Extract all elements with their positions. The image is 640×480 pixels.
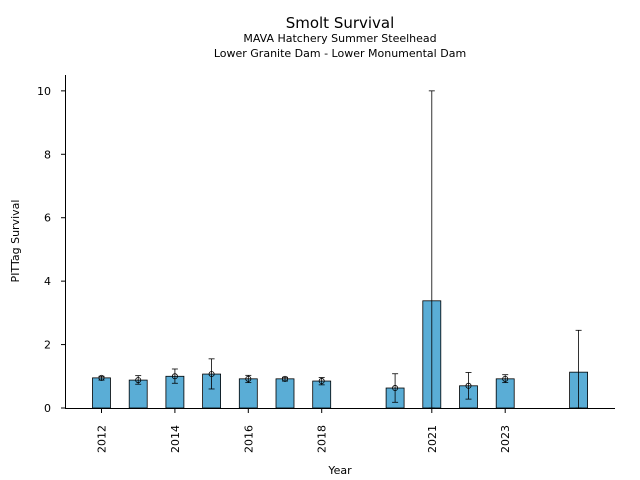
x-tick-label: 2021 (426, 425, 439, 453)
chart-subtitle-line-2: Lower Granite Dam - Lower Monumental Dam (214, 47, 466, 60)
estimate-marker-2017 (281, 375, 288, 382)
errorbar-2018 (318, 377, 325, 386)
estimate-marker-2018 (318, 378, 325, 385)
estimate-marker-2015 (208, 371, 215, 378)
x-axis-label: Year (327, 464, 352, 477)
estimate-marker-2022 (465, 382, 472, 389)
y-tick-label: 2 (44, 339, 51, 352)
errorbar-2022 (465, 372, 472, 400)
x-ticks: 2012 2014 2016 2018 2021 2023 (96, 408, 512, 453)
chart-subtitle-line-1: MAVA Hatchery Summer Steelhead (243, 32, 436, 45)
errorbar-2017 (281, 375, 288, 382)
estimate-marker-2023 (502, 375, 509, 382)
errorbar-2015 (208, 358, 215, 390)
y-tick-label: 10 (37, 85, 51, 98)
estimate-marker-2012 (98, 374, 105, 381)
x-tick-label: 2012 (96, 425, 109, 453)
errorbar-2023 (502, 374, 509, 384)
x-tick-label: 2018 (316, 425, 329, 453)
x-tick-label: 2014 (169, 425, 182, 453)
y-tick-label: 4 (44, 275, 51, 288)
errorbar-2013 (135, 375, 142, 385)
y-tick-label: 8 (44, 148, 51, 161)
y-tick-label: 0 (44, 402, 51, 415)
bar-2012 (92, 377, 111, 409)
errorbar-layer (98, 90, 582, 409)
errorbar-2012 (98, 374, 105, 381)
chart-title: Smolt Survival (286, 14, 395, 32)
y-axis-label: PITTag Survival (9, 200, 22, 283)
estimate-marker-2016 (245, 375, 252, 382)
errorbar-2014 (171, 368, 178, 384)
y-tick-label: 6 (44, 212, 51, 225)
bar-2017 (275, 378, 295, 409)
bar-2016 (238, 378, 258, 409)
bar-2023 (495, 378, 515, 409)
estimate-marker-2013 (135, 377, 142, 384)
estimate-marker-2020 (392, 385, 399, 392)
y-ticks: 0 2 4 6 8 10 (37, 85, 66, 415)
bars-layer (92, 300, 588, 409)
errorbar-2020 (392, 373, 399, 403)
errorbar-2016 (245, 374, 252, 384)
estimate-marker-2014 (171, 373, 178, 380)
x-tick-label: 2016 (242, 425, 255, 453)
x-tick-label: 2023 (499, 425, 512, 453)
